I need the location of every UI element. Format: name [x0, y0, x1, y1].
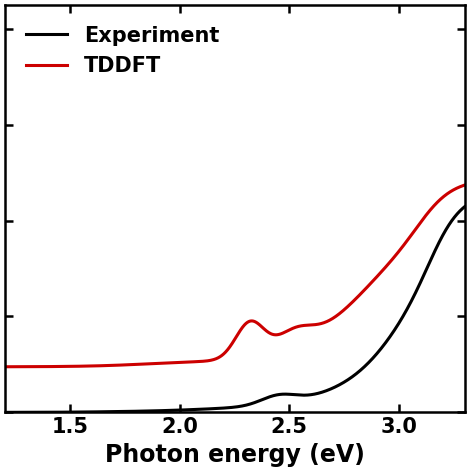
TDDFT — [448, 188, 454, 194]
Legend: Experiment, TDDFT: Experiment, TDDFT — [15, 15, 230, 86]
Experiment — [213, 406, 219, 411]
Line: Experiment: Experiment — [5, 207, 465, 412]
Experiment — [2, 410, 8, 415]
Line: TDDFT: TDDFT — [5, 185, 465, 367]
X-axis label: Photon energy (eV): Photon energy (eV) — [105, 443, 365, 467]
Experiment — [462, 204, 467, 210]
Experiment — [448, 219, 454, 224]
TDDFT — [25, 364, 31, 370]
Experiment — [226, 405, 231, 410]
TDDFT — [2, 364, 8, 370]
Experiment — [25, 410, 31, 415]
TDDFT — [448, 189, 454, 194]
TDDFT — [364, 285, 370, 291]
TDDFT — [226, 346, 231, 352]
TDDFT — [462, 182, 467, 188]
Experiment — [364, 362, 370, 367]
TDDFT — [213, 356, 219, 362]
Experiment — [448, 219, 454, 225]
